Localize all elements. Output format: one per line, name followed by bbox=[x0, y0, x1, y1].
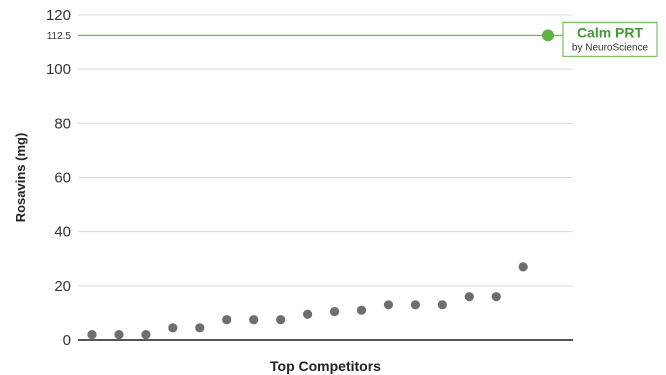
data-point-7 bbox=[249, 315, 259, 325]
y-tick-label-60: 60 bbox=[54, 170, 71, 187]
data-point-1 bbox=[87, 329, 97, 340]
reference-value-label: 112.5 bbox=[47, 31, 72, 42]
data-point-3 bbox=[141, 329, 151, 340]
data-point-6 bbox=[222, 315, 232, 325]
y-axis-title: Rosavins (mg) bbox=[13, 133, 28, 223]
y-tick-label-120: 120 bbox=[46, 7, 71, 24]
data-point-11 bbox=[356, 305, 367, 315]
data-point-8 bbox=[276, 315, 286, 325]
callout-title: Calm PRT bbox=[577, 24, 644, 40]
data-point-15 bbox=[464, 292, 474, 302]
data-point-5 bbox=[195, 323, 205, 333]
callout-subtitle: by NeuroScience bbox=[572, 42, 649, 53]
y-tick-label-20: 20 bbox=[54, 278, 71, 295]
data-point-16 bbox=[491, 292, 501, 302]
data-point-2 bbox=[114, 329, 124, 340]
data-point-12 bbox=[383, 300, 394, 310]
y-tick-label-100: 100 bbox=[46, 61, 71, 78]
data-point-14 bbox=[437, 300, 447, 310]
data-point-9 bbox=[303, 309, 313, 319]
data-points bbox=[87, 262, 528, 340]
gridlines bbox=[78, 14, 573, 287]
x-axis-title: Top Competitors bbox=[270, 358, 381, 374]
reference-line-group: 112.5 Calm PRT by NeuroScience bbox=[47, 21, 658, 57]
y-tick-labels: 0 20 40 60 80 100 120 bbox=[46, 7, 71, 349]
data-point-4 bbox=[168, 323, 178, 333]
reference-point bbox=[542, 29, 554, 42]
data-point-17 bbox=[518, 262, 528, 272]
y-tick-label-40: 40 bbox=[54, 224, 71, 241]
data-point-13 bbox=[410, 300, 420, 310]
data-point-10 bbox=[329, 306, 340, 317]
y-tick-label-80: 80 bbox=[54, 115, 71, 132]
callout-box bbox=[562, 21, 658, 57]
y-tick-label-0: 0 bbox=[63, 332, 71, 349]
